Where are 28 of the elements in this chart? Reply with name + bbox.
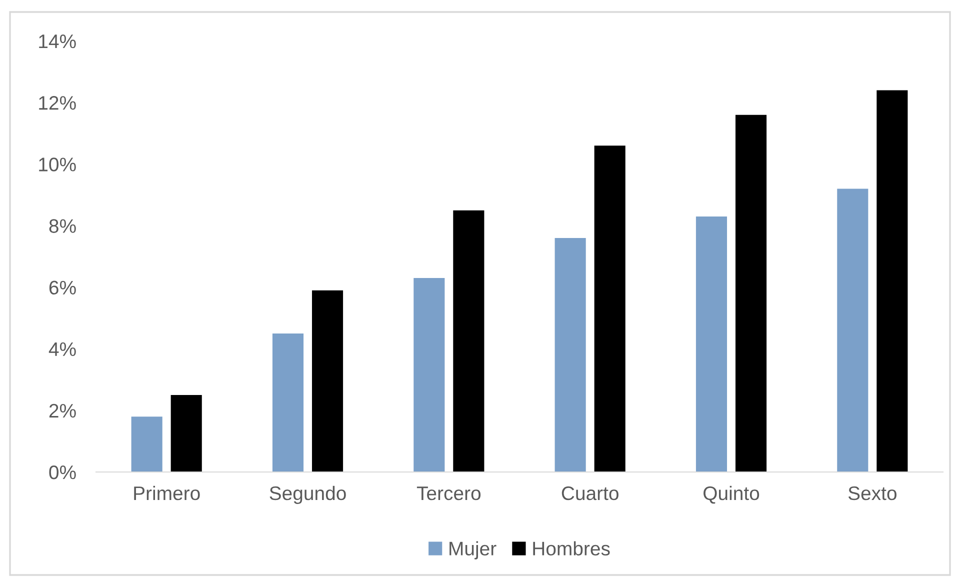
bar (876, 90, 908, 472)
bar (594, 146, 626, 472)
legend-label: Mujer (450, 541, 496, 560)
y-tick-label: 4% (48, 342, 76, 356)
x-tick-label: Tercero (416, 486, 481, 500)
bar (272, 333, 304, 472)
x-tick-label: Sexto (848, 486, 896, 500)
bar (131, 416, 162, 472)
y-tick-label: 10% (39, 158, 76, 172)
bar (696, 216, 728, 472)
bar (735, 114, 767, 472)
y-tick-label: 8% (49, 219, 76, 233)
y-tick-label: 2% (49, 404, 76, 418)
bar (170, 395, 202, 472)
x-tick-label: Quinto (704, 486, 760, 504)
y-tick-label: 12% (39, 96, 76, 110)
x-tick-label: Segundo (270, 486, 346, 504)
y-tick-label: 14% (39, 34, 76, 48)
bar (837, 188, 868, 472)
bar (554, 238, 586, 472)
y-tick-label: 0% (49, 465, 76, 480)
bar (453, 210, 484, 472)
x-tick-label: Primero (134, 486, 200, 500)
bar (414, 278, 445, 472)
legend-label: Hombres (533, 541, 610, 556)
y-tick-label: 6% (49, 280, 76, 295)
bar (312, 290, 344, 472)
x-tick-label: Cuarto (562, 486, 618, 500)
